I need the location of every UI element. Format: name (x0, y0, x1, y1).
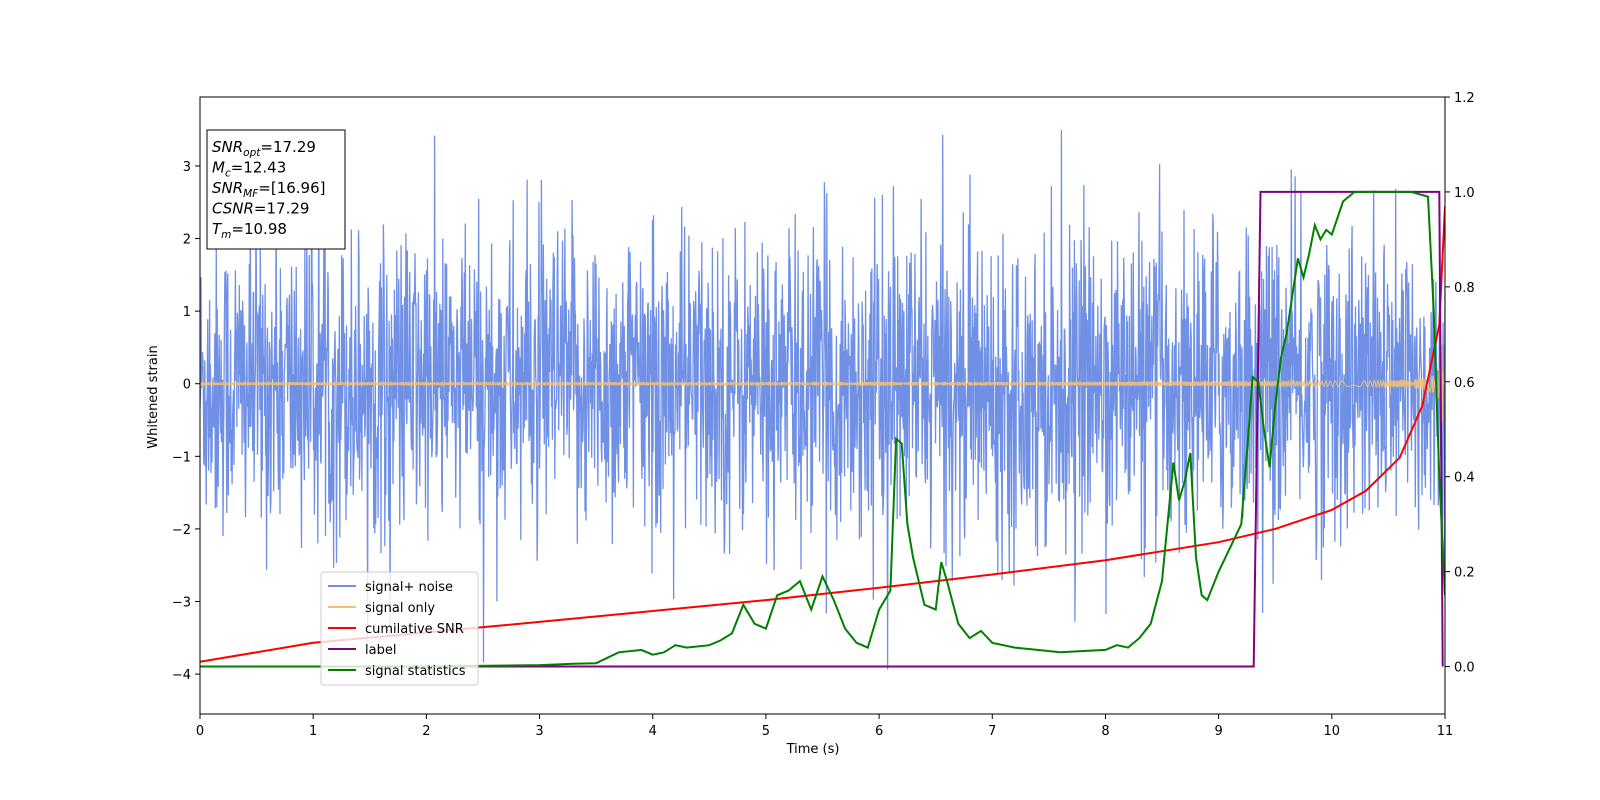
legend-label: label (365, 643, 396, 658)
series-signal-statistics (200, 190, 1445, 668)
x-tick-label: 3 (535, 724, 543, 739)
series-signal-plus-noise (200, 129, 1445, 670)
annotation-line: SNRopt=17.29 (212, 138, 316, 159)
annotation-line: Mc=12.43 (212, 159, 286, 180)
annotation-line: Tm=10.98 (212, 220, 287, 241)
y2-tick-label: 0.4 (1454, 471, 1475, 486)
x-axis-label: Time (s) (786, 742, 840, 757)
y2-tick-label: 0.0 (1454, 661, 1475, 676)
y-tick-label: −2 (172, 523, 191, 538)
x-tick-label: 11 (1437, 724, 1454, 739)
legend-label: signal only (365, 601, 435, 616)
series-cumilative-snr (200, 206, 1445, 663)
y2-tick-label: 1.0 (1454, 186, 1475, 201)
legend-label: signal+ noise (365, 580, 453, 595)
snr-annotation-box: SNRopt=17.29Mc=12.43SNRMF=[16.96]CSNR=17… (206, 129, 346, 250)
y-tick-label: −4 (172, 668, 191, 683)
x-tick-label: 6 (875, 724, 883, 739)
x-tick-label: 0 (196, 724, 204, 739)
annotation-frame (206, 129, 346, 250)
y2-tick-label: 0.8 (1454, 281, 1475, 296)
y-tick-label: −1 (172, 450, 191, 465)
series-signal-only (200, 344, 1445, 423)
y2-tick-label: 1.2 (1454, 91, 1475, 106)
x-tick-label: 2 (422, 724, 430, 739)
x-tick-label: 8 (1101, 724, 1109, 739)
x-tick-label: 5 (762, 724, 770, 739)
y-tick-label: 2 (183, 233, 191, 248)
x-tick-label: 10 (1324, 724, 1341, 739)
x-tick-label: 4 (649, 724, 657, 739)
series-label (200, 190, 1444, 668)
x-tick-label: 7 (988, 724, 996, 739)
plot-area (200, 129, 1445, 670)
legend-label: signal statistics (365, 664, 466, 679)
plot-frame (199, 96, 1446, 715)
y2-tick-label: 0.2 (1454, 566, 1475, 581)
legend-label: cumilative SNR (365, 622, 464, 637)
y-tick-label: 1 (183, 305, 191, 320)
legend-frame (320, 571, 479, 686)
x-tick-label: 1 (309, 724, 317, 739)
y-tick-label: 0 (183, 378, 191, 393)
y-axis-label: Whitened strain (146, 345, 161, 448)
y-tick-label: 3 (183, 160, 191, 175)
annotation-line: CSNR=17.29 (212, 200, 309, 218)
annotation-line: SNRMF=[16.96] (212, 179, 326, 200)
y-tick-label: −3 (172, 595, 191, 610)
legend: signal+ noise signal only cumilative SNR la… (320, 571, 479, 686)
axes: 0 1 2 3 4 5 6 7 8 9 10 11 −4 −3 −2 −1 0 1 2 3 0.0 0.2 0.4 0.6 0.… (172, 91, 1475, 739)
y2-tick-label: 0.6 (1454, 376, 1475, 391)
x-tick-label: 9 (1214, 724, 1222, 739)
